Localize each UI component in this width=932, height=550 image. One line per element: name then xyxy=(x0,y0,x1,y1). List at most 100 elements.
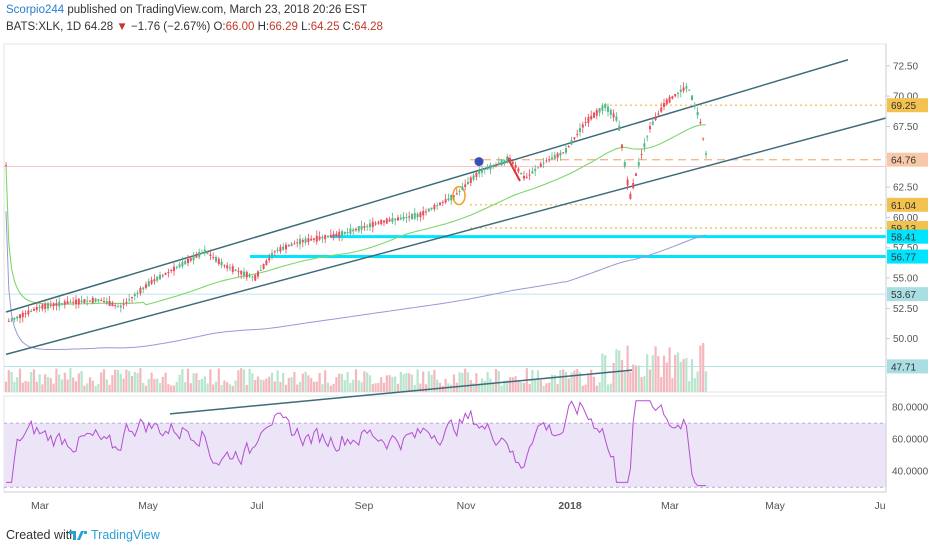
candle-body xyxy=(699,121,702,124)
volume-bar xyxy=(556,383,559,392)
volume-bar xyxy=(394,376,397,392)
candle-body xyxy=(217,258,220,264)
volume-bar xyxy=(276,370,279,392)
candle-body xyxy=(279,246,282,252)
volume-bar xyxy=(119,373,122,392)
volume-bar xyxy=(105,379,108,392)
rsi-pane xyxy=(6,400,706,487)
volume-bar xyxy=(7,370,10,392)
candle-body xyxy=(377,221,380,224)
candle-body xyxy=(86,300,89,302)
published-text: published on TradingView.com, March 23, … xyxy=(67,4,368,16)
volume-bar xyxy=(405,373,408,392)
volume-bar xyxy=(256,376,260,392)
candle-body xyxy=(380,219,383,225)
volume-bar xyxy=(326,382,330,392)
volume-bar xyxy=(293,371,296,392)
candle-body xyxy=(287,245,290,247)
volume-bar xyxy=(189,383,192,392)
volume-bar xyxy=(520,382,523,392)
price-chart[interactable]: 72.5070.0067.5065.0062.5060.0057.5055.00… xyxy=(0,0,932,520)
candle-body xyxy=(181,261,184,267)
candle-body xyxy=(251,276,254,278)
volume-bar xyxy=(130,376,134,392)
candle-body xyxy=(332,233,335,238)
ohlc-line: BATS:XLK, 1D 64.28 ▼ −1.76 (−2.67%) O:66… xyxy=(6,21,383,33)
candle-body xyxy=(343,231,346,235)
candle-body xyxy=(220,261,223,266)
volume-bar xyxy=(441,385,444,392)
volume-bar xyxy=(125,369,128,392)
candle-body xyxy=(259,270,262,272)
volume-bar xyxy=(318,372,321,392)
volume-bar xyxy=(226,382,229,392)
y-tick-label: 55.00 xyxy=(893,274,918,285)
volume-bar xyxy=(259,379,262,392)
y-tick-label: 72.50 xyxy=(893,61,918,72)
candle-body xyxy=(128,299,131,301)
volume-bar xyxy=(620,359,624,392)
volume-bar xyxy=(360,382,363,392)
candle-body xyxy=(282,246,285,250)
candle-body xyxy=(352,229,355,232)
volume-bar xyxy=(522,382,526,392)
volume-bar xyxy=(567,378,570,392)
candle-body xyxy=(483,168,486,170)
author-link[interactable]: Scorpio244 xyxy=(6,4,65,16)
candle-body xyxy=(173,266,175,272)
candle-body xyxy=(523,175,525,179)
volume-bar xyxy=(175,381,178,392)
volume-bar xyxy=(651,355,654,392)
volume-bar xyxy=(374,383,377,392)
volume-bar xyxy=(223,380,226,392)
volume-bar xyxy=(511,377,514,392)
price-label-text: 61.04 xyxy=(891,201,916,212)
candle-body xyxy=(500,159,503,166)
candle-body xyxy=(612,113,615,118)
price-label-text: 69.25 xyxy=(891,101,916,112)
candle-body xyxy=(189,258,192,261)
volume-bar xyxy=(111,375,114,392)
candle-body xyxy=(229,267,231,269)
tradingview-brand[interactable]: TradingView xyxy=(91,528,160,542)
candle-body xyxy=(237,270,240,272)
candle-body xyxy=(637,162,640,166)
price-label-text: 53.67 xyxy=(891,290,916,301)
candle-body xyxy=(374,223,377,225)
candle-body xyxy=(192,255,195,261)
candle-body xyxy=(117,306,119,308)
volume-bar xyxy=(413,384,416,392)
volume-bar xyxy=(304,371,307,392)
volume-bar xyxy=(424,384,428,392)
volume-bar xyxy=(531,370,534,392)
candle-body xyxy=(119,305,122,308)
candle-body xyxy=(458,191,461,193)
volume-bar xyxy=(492,382,495,392)
candle-body xyxy=(598,108,601,113)
rsi-tick-label: 40.0000 xyxy=(892,467,929,478)
volume-bar xyxy=(480,378,484,392)
volume-bar xyxy=(77,373,80,392)
x-tick-label: 2018 xyxy=(558,500,582,512)
volume-bar xyxy=(402,374,405,392)
volume-bar xyxy=(206,383,209,392)
candle-body xyxy=(80,300,83,303)
candle-body xyxy=(643,143,646,148)
candle-body xyxy=(147,281,150,287)
candle-body xyxy=(472,175,475,180)
volume-bars xyxy=(4,343,708,392)
tradingview-logo-icon xyxy=(69,530,88,540)
volume-bar xyxy=(4,381,8,392)
candle-body xyxy=(548,159,551,161)
price-label-box xyxy=(887,287,928,302)
y-tick-label: 50.00 xyxy=(893,334,918,345)
y-tick-label: 57.50 xyxy=(893,243,918,254)
candle-body xyxy=(506,157,509,163)
volume-bar xyxy=(91,380,94,392)
volume-bar xyxy=(612,362,615,392)
candle-body xyxy=(349,228,352,234)
candle-body xyxy=(441,201,444,203)
candle-body xyxy=(363,226,366,228)
volume-bar xyxy=(186,368,190,392)
volume-bar xyxy=(564,371,568,392)
